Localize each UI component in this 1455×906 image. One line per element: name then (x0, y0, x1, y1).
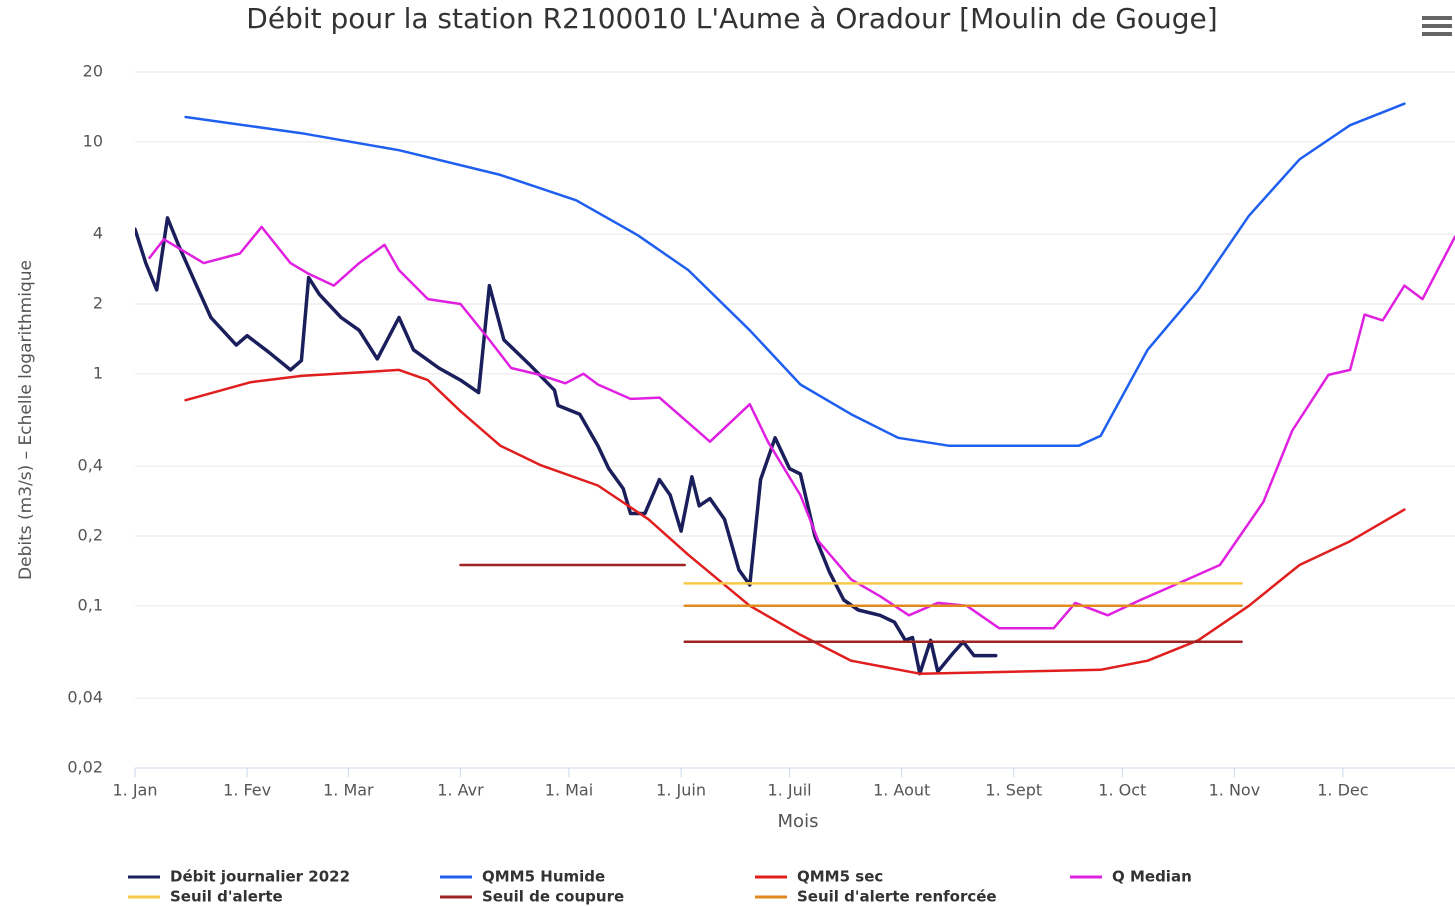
y-tick-label: 0,1 (78, 595, 103, 614)
x-tick-label: 1. Juin (656, 781, 706, 800)
x-tick-label: 1. Dec (1317, 781, 1368, 800)
legend-item: QMM5 Humide (440, 868, 605, 886)
legend-label: Seuil de coupure (482, 888, 624, 906)
x-tick-label: 1. Juil (768, 781, 812, 800)
series-line (459, 563, 1243, 644)
menu-bar (1422, 24, 1452, 28)
series-line (148, 225, 1455, 630)
x-tick-label: 1. Aout (873, 781, 930, 800)
legend-item: Seuil d'alerte (128, 888, 283, 906)
legend: Débit journalier 2022 QMM5 Humide QMM5 sec… (128, 868, 1192, 906)
menu-bar (1422, 32, 1452, 36)
x-tick-label: 1. Mai (545, 781, 593, 800)
legend-label: QMM5 Humide (482, 868, 605, 886)
menu-button[interactable] (1422, 16, 1452, 36)
legend-label: Débit journalier 2022 (170, 868, 350, 886)
y-tick-label: 10 (83, 131, 103, 150)
chart-title: Débit pour la station R2100010 L'Aume à … (246, 2, 1217, 35)
series-line (184, 368, 1406, 675)
legend-label: Q Median (1112, 868, 1192, 886)
y-tick-label: 0,4 (78, 456, 103, 475)
legend-label: Seuil d'alerte (170, 888, 283, 906)
x-tick-label: 1. Fev (223, 781, 271, 800)
legend-item: Seuil d'alerte renforcée (755, 888, 997, 906)
grid: 20 10 4 2 1 0,4 0,2 0,1 0,04 0,02 1. Jan 1. Fev 1. M… (67, 62, 1455, 800)
menu-bar (1422, 16, 1452, 20)
y-tick-label: 0,04 (67, 688, 103, 707)
y-tick-label: 4 (93, 224, 103, 243)
legend-label: QMM5 sec (797, 868, 883, 886)
legend-item: Débit journalier 2022 (128, 868, 350, 886)
series-line (135, 216, 998, 676)
y-axis-label: Debits (m3/s) – Echelle logarithmique (16, 260, 36, 580)
plot-area (135, 102, 1455, 676)
x-tick-label: 1. Jan (112, 781, 157, 800)
x-tick-label: 1. Mar (323, 781, 374, 800)
x-axis-label: Mois (778, 811, 819, 832)
legend-item: QMM5 sec (755, 868, 883, 886)
y-tick-label: 0,2 (78, 526, 103, 545)
legend-item: Q Median (1070, 868, 1192, 886)
x-tick-label: 1. Sept (985, 781, 1042, 800)
y-tick-label: 20 (83, 62, 103, 81)
x-tick-label: 1. Nov (1209, 781, 1261, 800)
y-tick-label: 2 (93, 294, 103, 313)
x-tick-label: 1. Oct (1098, 781, 1146, 800)
series-line (184, 102, 1406, 447)
legend-label: Seuil d'alerte renforcée (797, 888, 997, 906)
x-tick-label: 1. Avr (437, 781, 484, 800)
y-tick-label: 1 (93, 363, 103, 382)
legend-item: Seuil de coupure (440, 888, 624, 906)
y-tick-label: 0,02 (67, 758, 103, 777)
